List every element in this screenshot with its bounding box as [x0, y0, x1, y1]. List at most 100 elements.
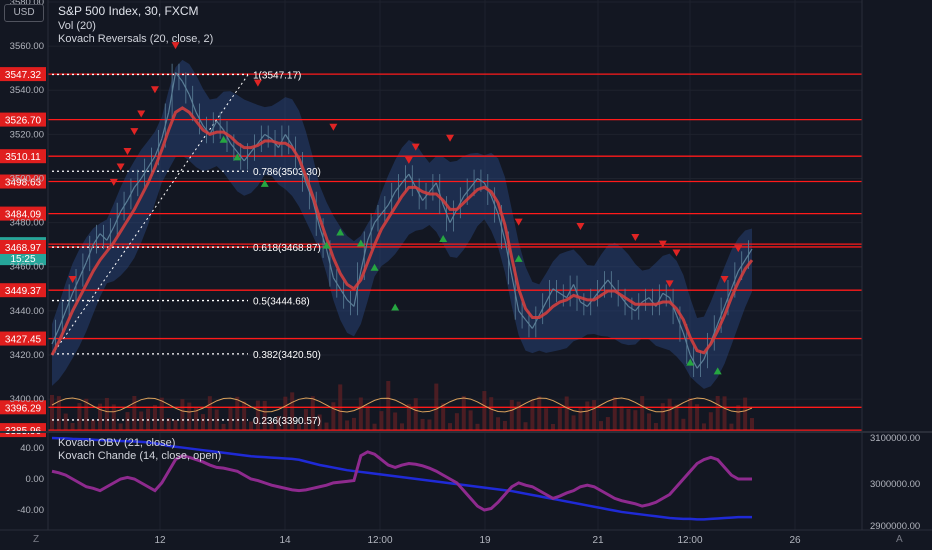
volume-bar	[276, 416, 281, 430]
volume-bar	[379, 411, 384, 430]
level-tag	[0, 239, 46, 254]
volume-bar	[290, 392, 295, 430]
buy-marker	[322, 241, 331, 249]
volume-bar	[708, 412, 713, 430]
volume-bar	[104, 397, 109, 430]
volume-oscillator	[51, 397, 753, 413]
volume-bar	[255, 400, 260, 430]
fib-lines: 1(3547.17) 0.786(3503.30) 0.618(3468.87) 0.…	[51, 70, 321, 427]
level-label: 3526.70	[5, 116, 42, 127]
lower-right-tick-label: 2900000.00	[870, 521, 920, 532]
volume-bar	[715, 396, 720, 430]
volume-bar	[283, 396, 288, 430]
level-tag	[0, 67, 46, 82]
volume-bar	[70, 422, 75, 430]
auto-scale-button[interactable]: A	[896, 534, 903, 545]
volume-bar	[214, 409, 219, 430]
countdown-label: 15:25	[10, 254, 35, 265]
sell-marker	[109, 178, 118, 186]
volume-bar	[509, 399, 514, 430]
sell-marker	[150, 86, 159, 94]
volume-bar	[695, 404, 700, 430]
chande-indicator-label: Kovach Chande (14, close, open)	[58, 450, 222, 462]
volume-bar	[345, 420, 350, 430]
volume-indicator-label: Vol (20)	[58, 20, 96, 32]
level-label: 3468.97	[5, 243, 42, 254]
buy-marker	[514, 254, 523, 262]
volume-bar	[393, 412, 398, 430]
volume-bars	[50, 381, 754, 430]
volume-bar	[180, 399, 185, 430]
fib-label: 0.5(3444.68)	[253, 297, 310, 308]
volume-bar	[674, 404, 679, 430]
obv-line	[51, 436, 752, 521]
volume-bar	[187, 402, 192, 430]
volume-bar	[242, 401, 247, 430]
volume-oscillator-line	[51, 397, 753, 413]
lower-y-tick-label: -40.00	[17, 505, 44, 516]
volume-bar	[482, 391, 487, 430]
volume-bar	[557, 408, 562, 430]
volume-bar	[303, 409, 308, 430]
volume-bar	[358, 397, 363, 430]
fib-trendline	[51, 74, 249, 356]
volume-bar	[173, 420, 178, 430]
level-label: 3427.45	[5, 335, 42, 346]
y-tick-label: 3500.00	[10, 173, 44, 184]
buy-marker	[356, 239, 365, 247]
level-lines: 3547.323526.703510.113498.633484.093470.…	[0, 67, 862, 438]
sell-marker	[672, 249, 681, 257]
volume-bar	[743, 397, 748, 430]
level-label: 3547.32	[5, 70, 42, 81]
sell-marker	[514, 218, 523, 226]
price-band	[52, 59, 752, 389]
volume-bar	[221, 423, 226, 430]
level-tag	[0, 149, 46, 164]
volume-bar	[249, 421, 254, 430]
sell-marker	[123, 148, 132, 156]
obv-indicator-label: Kovach OBV (21, close)	[58, 437, 176, 449]
sell-marker	[720, 275, 729, 283]
sell-marker	[665, 280, 674, 288]
volume-bar	[200, 414, 205, 430]
y-tick-label: 3540.00	[10, 85, 44, 96]
volume-bar	[454, 413, 459, 430]
sell-marker	[734, 245, 743, 253]
y-tick-label: 3520.00	[10, 129, 44, 140]
buy-marker	[391, 303, 400, 311]
volume-bar	[310, 396, 315, 430]
lower-pane	[0, 431, 932, 521]
sell-marker	[446, 134, 455, 142]
volume-bar	[544, 408, 549, 430]
x-tick-label: 19	[479, 535, 491, 546]
fib-label: 0.382(3420.50)	[253, 350, 321, 361]
volume-bar	[139, 411, 144, 430]
fib-label: 0.786(3503.30)	[253, 167, 321, 178]
sell-marker	[68, 275, 77, 283]
volume-bar	[125, 412, 130, 430]
currency-button[interactable]: USD	[4, 4, 44, 22]
x-tick-label: 14	[279, 535, 291, 546]
lower-right-tick-label: 3000000.00	[870, 479, 920, 490]
ma-line	[50, 106, 754, 356]
level-label: 3449.37	[5, 286, 42, 297]
volume-bar	[77, 403, 82, 430]
volume-bar	[262, 400, 267, 430]
volume-bar	[468, 410, 473, 430]
volume-bar	[427, 419, 432, 430]
volume-bar	[406, 404, 411, 430]
volume-bar	[701, 423, 706, 430]
volume-bar	[564, 396, 569, 430]
volume-bar	[461, 396, 466, 430]
level-label: 3484.09	[5, 210, 42, 221]
fib-label: 1(3547.17)	[253, 70, 301, 81]
lower-y-tick-label: 0.00	[26, 474, 45, 485]
volume-bar	[235, 396, 240, 430]
timezone-button[interactable]: Z	[33, 534, 40, 545]
volume-bar	[729, 423, 734, 430]
volume-bar	[324, 422, 329, 430]
price-series	[51, 63, 753, 378]
volume-bar	[84, 398, 89, 430]
